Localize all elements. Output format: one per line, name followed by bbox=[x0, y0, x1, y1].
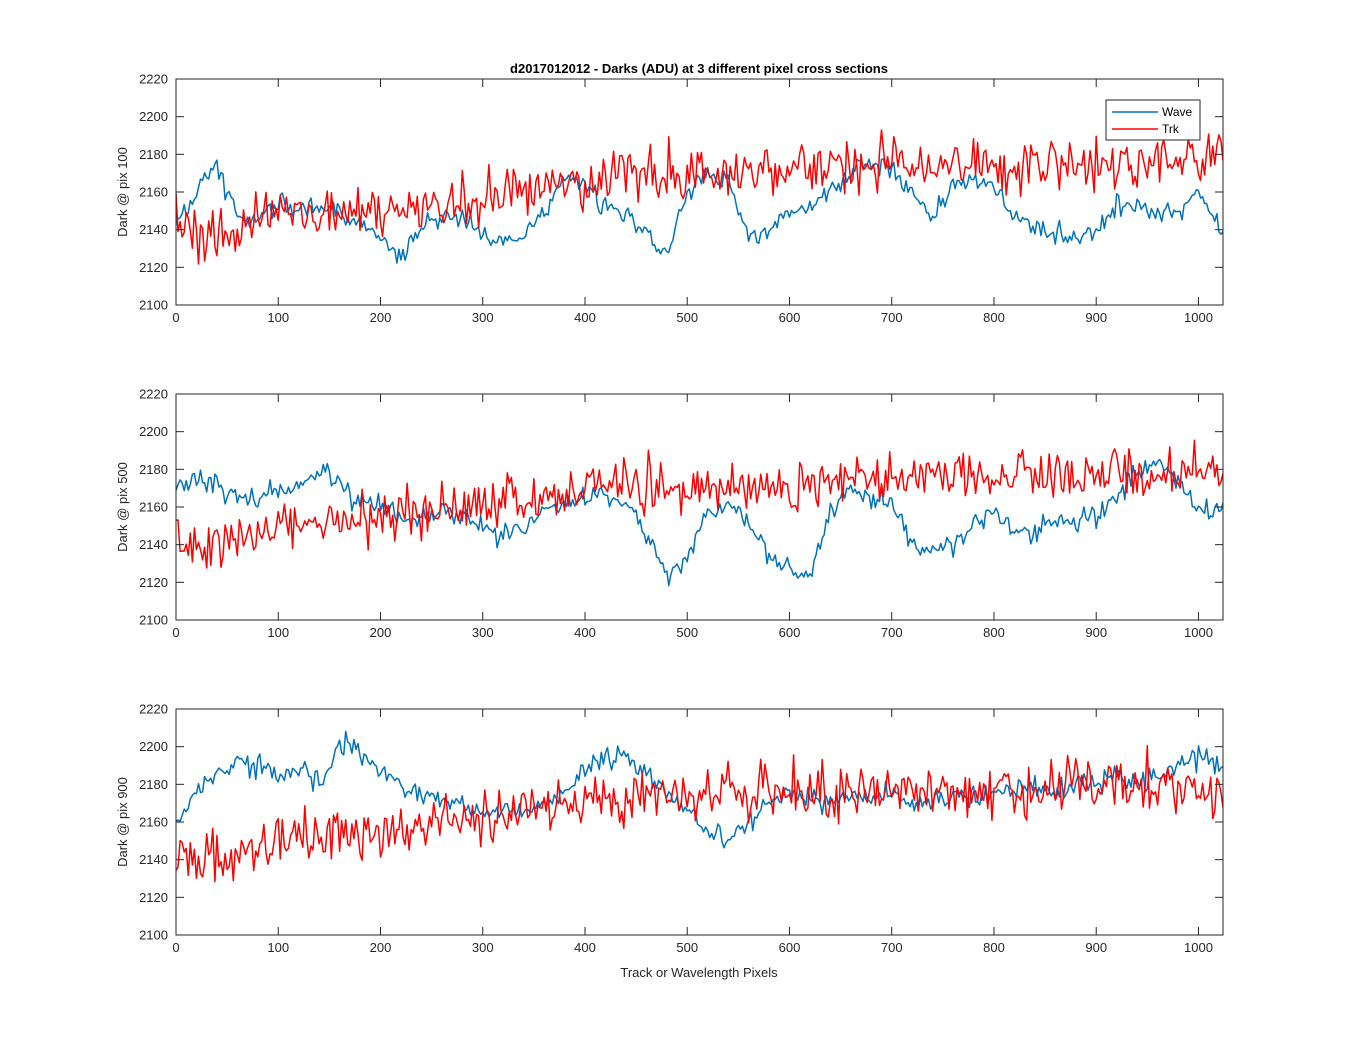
y-tick-label: 2180 bbox=[139, 777, 168, 792]
y-tick-label: 2140 bbox=[139, 537, 168, 552]
x-tick-label: 200 bbox=[370, 310, 392, 325]
x-tick-label: 100 bbox=[267, 940, 289, 955]
x-tick-label: 700 bbox=[881, 940, 903, 955]
x-tick-label: 300 bbox=[472, 940, 494, 955]
x-tick-label: 900 bbox=[1085, 940, 1107, 955]
series-line-trk bbox=[176, 129, 1223, 265]
x-tick-label: 400 bbox=[574, 625, 596, 640]
x-tick-label: 200 bbox=[370, 625, 392, 640]
x-axis-label: Track or Wavelength Pixels bbox=[620, 965, 778, 980]
x-tick-label: 500 bbox=[676, 625, 698, 640]
x-tick-label: 400 bbox=[574, 940, 596, 955]
y-tick-label: 2140 bbox=[139, 222, 168, 237]
y-tick-label: 2160 bbox=[139, 815, 168, 830]
x-tick-label: 500 bbox=[676, 310, 698, 325]
y-tick-label: 2220 bbox=[139, 387, 168, 402]
y-tick-label: 2220 bbox=[139, 72, 168, 87]
y-tick-label: 2100 bbox=[139, 298, 168, 313]
x-tick-label: 800 bbox=[983, 940, 1005, 955]
x-tick-label: 900 bbox=[1085, 310, 1107, 325]
x-tick-label: 900 bbox=[1085, 625, 1107, 640]
x-tick-label: 800 bbox=[983, 625, 1005, 640]
x-tick-label: 300 bbox=[472, 310, 494, 325]
subplot-pix-900: 0 100 200 300 400 500 600 700 800 900 1000 2100 2120… bbox=[115, 702, 1224, 955]
y-tick-label: 2100 bbox=[139, 613, 168, 628]
x-tick-label: 1000 bbox=[1184, 310, 1213, 325]
series-line-trk bbox=[176, 439, 1223, 569]
y-tick-label: 2140 bbox=[139, 852, 168, 867]
y-tick-label: 2160 bbox=[139, 185, 168, 200]
series-line-wave bbox=[176, 158, 1223, 264]
y-tick-label: 2100 bbox=[139, 928, 168, 943]
y-tick-label: 2120 bbox=[139, 575, 168, 590]
y-axis-label: Dark @ pix 500 bbox=[115, 462, 130, 552]
y-tick-label: 2200 bbox=[139, 109, 168, 124]
legend: Wave Trk bbox=[1105, 99, 1201, 141]
x-tick-label: 800 bbox=[983, 310, 1005, 325]
x-tick-label: 500 bbox=[676, 940, 698, 955]
y-axis-label: Dark @ pix 900 bbox=[115, 777, 130, 867]
y-tick-label: 2200 bbox=[139, 739, 168, 754]
x-tick-label: 200 bbox=[370, 940, 392, 955]
x-tick-label: 0 bbox=[172, 940, 179, 955]
x-tick-label: 600 bbox=[779, 625, 801, 640]
x-tick-label: 400 bbox=[574, 310, 596, 325]
plot-area bbox=[176, 79, 1223, 305]
plot-area bbox=[176, 394, 1223, 620]
y-tick-label: 2180 bbox=[139, 147, 168, 162]
series-line-trk bbox=[176, 744, 1223, 883]
x-tick-label: 1000 bbox=[1184, 625, 1213, 640]
subplot-pix-100: 0 100 200 300 400 500 600 700 800 900 1000 2100 2120… bbox=[115, 72, 1224, 325]
x-tick-label: 600 bbox=[779, 310, 801, 325]
y-tick-label: 2200 bbox=[139, 424, 168, 439]
x-tick-label: 1000 bbox=[1184, 940, 1213, 955]
x-tick-label: 100 bbox=[267, 625, 289, 640]
y-tick-label: 2120 bbox=[139, 260, 168, 275]
series-line-wave bbox=[176, 730, 1223, 849]
x-tick-label: 700 bbox=[881, 625, 903, 640]
y-tick-label: 2120 bbox=[139, 890, 168, 905]
x-tick-label: 0 bbox=[172, 310, 179, 325]
legend-label-trk: Trk bbox=[1162, 122, 1180, 136]
figure-title: d2017012012 - Darks (ADU) at 3 different… bbox=[510, 61, 888, 76]
legend-label-wave: Wave bbox=[1162, 105, 1193, 119]
y-tick-label: 2180 bbox=[139, 462, 168, 477]
legend-box bbox=[1105, 99, 1201, 141]
x-tick-label: 100 bbox=[267, 310, 289, 325]
x-tick-label: 300 bbox=[472, 625, 494, 640]
x-tick-label: 600 bbox=[779, 940, 801, 955]
x-tick-label: 700 bbox=[881, 310, 903, 325]
y-tick-label: 2160 bbox=[139, 500, 168, 515]
subplots: 0 100 200 300 400 500 600 700 800 900 100021002120… bbox=[115, 72, 1224, 955]
y-axis-label: Dark @ pix 100 bbox=[115, 147, 130, 237]
x-tick-label: 0 bbox=[172, 625, 179, 640]
series-line-wave bbox=[176, 458, 1223, 587]
subplot-pix-500: 0 100 200 300 400 500 600 700 800 900 1000 2100 2120… bbox=[115, 387, 1224, 640]
y-tick-label: 2220 bbox=[139, 702, 168, 717]
